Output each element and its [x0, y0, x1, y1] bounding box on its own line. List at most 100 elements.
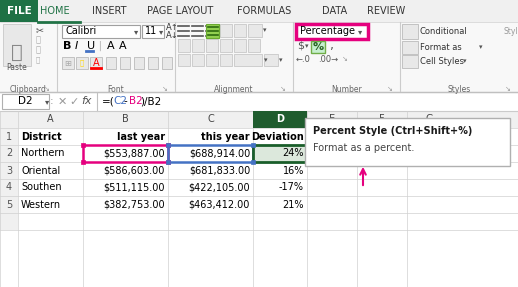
Text: PAGE LAYOUT: PAGE LAYOUT: [147, 6, 213, 16]
Text: 11: 11: [145, 26, 157, 36]
Text: ▾: ▾: [45, 97, 49, 106]
Bar: [248, 39, 260, 52]
Bar: [234, 54, 262, 66]
Bar: [220, 24, 232, 37]
Text: $681,833.00: $681,833.00: [189, 166, 250, 175]
Text: A: A: [93, 58, 99, 68]
Text: C: C: [207, 115, 214, 125]
Text: this year: this year: [202, 131, 250, 141]
Bar: [206, 24, 219, 38]
Text: ↘: ↘: [505, 86, 511, 92]
Text: Format as a percent.: Format as a percent.: [313, 143, 414, 153]
Text: $553,887.00: $553,887.00: [104, 148, 165, 158]
Text: ✓: ✓: [69, 96, 79, 106]
Bar: [251, 143, 255, 147]
Bar: [83, 145, 168, 162]
Text: I: I: [75, 41, 78, 51]
Bar: [178, 54, 190, 66]
Bar: [305, 118, 510, 166]
Bar: [0, 92, 518, 111]
Bar: [192, 39, 204, 52]
Bar: [168, 145, 253, 162]
Text: ▾: ▾: [358, 27, 362, 36]
Text: B: B: [122, 115, 129, 125]
Text: ▾: ▾: [159, 27, 163, 36]
Bar: [142, 25, 164, 38]
Bar: [0, 111, 518, 128]
Bar: [148, 57, 158, 69]
Text: Percent Style (Ctrl+Shift+%): Percent Style (Ctrl+Shift+%): [313, 126, 472, 136]
Bar: [220, 39, 232, 52]
Text: ↘: ↘: [44, 86, 50, 92]
Bar: [264, 54, 278, 66]
Text: 4: 4: [6, 183, 12, 193]
Text: Percentage: Percentage: [300, 26, 355, 36]
Text: Alignment: Alignment: [214, 84, 254, 94]
Text: ⬜: ⬜: [36, 46, 41, 55]
Text: ,: ,: [330, 40, 334, 53]
Bar: [253, 111, 307, 128]
Text: Deviation: Deviation: [251, 131, 304, 141]
Text: Calibri: Calibri: [65, 26, 96, 36]
Text: )/B2: )/B2: [140, 96, 162, 106]
Bar: [253, 145, 307, 162]
Text: Western: Western: [21, 199, 61, 210]
Bar: [62, 25, 140, 38]
Text: last year: last year: [117, 131, 165, 141]
Bar: [0, 111, 518, 287]
Bar: [234, 24, 246, 37]
Text: G: G: [426, 115, 433, 125]
Text: ↘: ↘: [162, 86, 168, 92]
Bar: [0, 111, 18, 128]
Text: $586,603.00: $586,603.00: [104, 166, 165, 175]
Text: 16%: 16%: [283, 166, 304, 175]
Bar: [0, 213, 18, 230]
Text: U: U: [87, 41, 95, 51]
Text: INSERT: INSERT: [92, 6, 126, 16]
Text: District: District: [21, 131, 62, 141]
Text: Styles: Styles: [504, 26, 518, 36]
Text: A: A: [47, 115, 54, 125]
Bar: [0, 179, 18, 196]
Bar: [0, 0, 38, 22]
Text: .00→: .00→: [318, 55, 338, 63]
Bar: [248, 24, 262, 37]
Text: =(: =(: [102, 96, 115, 106]
Text: Styles: Styles: [448, 84, 471, 94]
Text: D: D: [276, 115, 284, 125]
Text: REVIEW: REVIEW: [367, 6, 405, 16]
Text: ↘: ↘: [280, 86, 286, 92]
Text: FILE: FILE: [7, 6, 32, 16]
Text: F: F: [379, 115, 385, 125]
Bar: [166, 143, 170, 147]
Text: A: A: [119, 41, 126, 51]
Text: 1: 1: [6, 131, 12, 141]
Text: ←.0: ←.0: [296, 55, 311, 63]
Bar: [62, 57, 74, 69]
Text: B2: B2: [130, 96, 143, 106]
Bar: [220, 54, 232, 66]
Bar: [192, 54, 204, 66]
Bar: [166, 160, 170, 164]
Text: -: -: [124, 96, 128, 106]
Text: Southen: Southen: [21, 183, 62, 193]
Text: Clipboard: Clipboard: [10, 84, 47, 94]
Text: %: %: [312, 42, 324, 52]
Text: Conditional: Conditional: [420, 26, 468, 36]
Text: A↓: A↓: [166, 32, 179, 40]
Text: Paste: Paste: [7, 63, 27, 71]
Bar: [402, 24, 418, 39]
Bar: [134, 57, 144, 69]
Bar: [402, 41, 418, 54]
Bar: [76, 57, 88, 69]
Text: ▾: ▾: [305, 43, 309, 49]
Text: 24%: 24%: [282, 148, 304, 158]
Text: ▾: ▾: [479, 44, 482, 50]
Bar: [234, 39, 246, 52]
Bar: [0, 22, 518, 92]
Text: $463,412.00: $463,412.00: [189, 199, 250, 210]
Bar: [0, 128, 18, 145]
Bar: [402, 55, 418, 68]
Text: 📋: 📋: [11, 42, 23, 61]
Bar: [90, 57, 102, 69]
